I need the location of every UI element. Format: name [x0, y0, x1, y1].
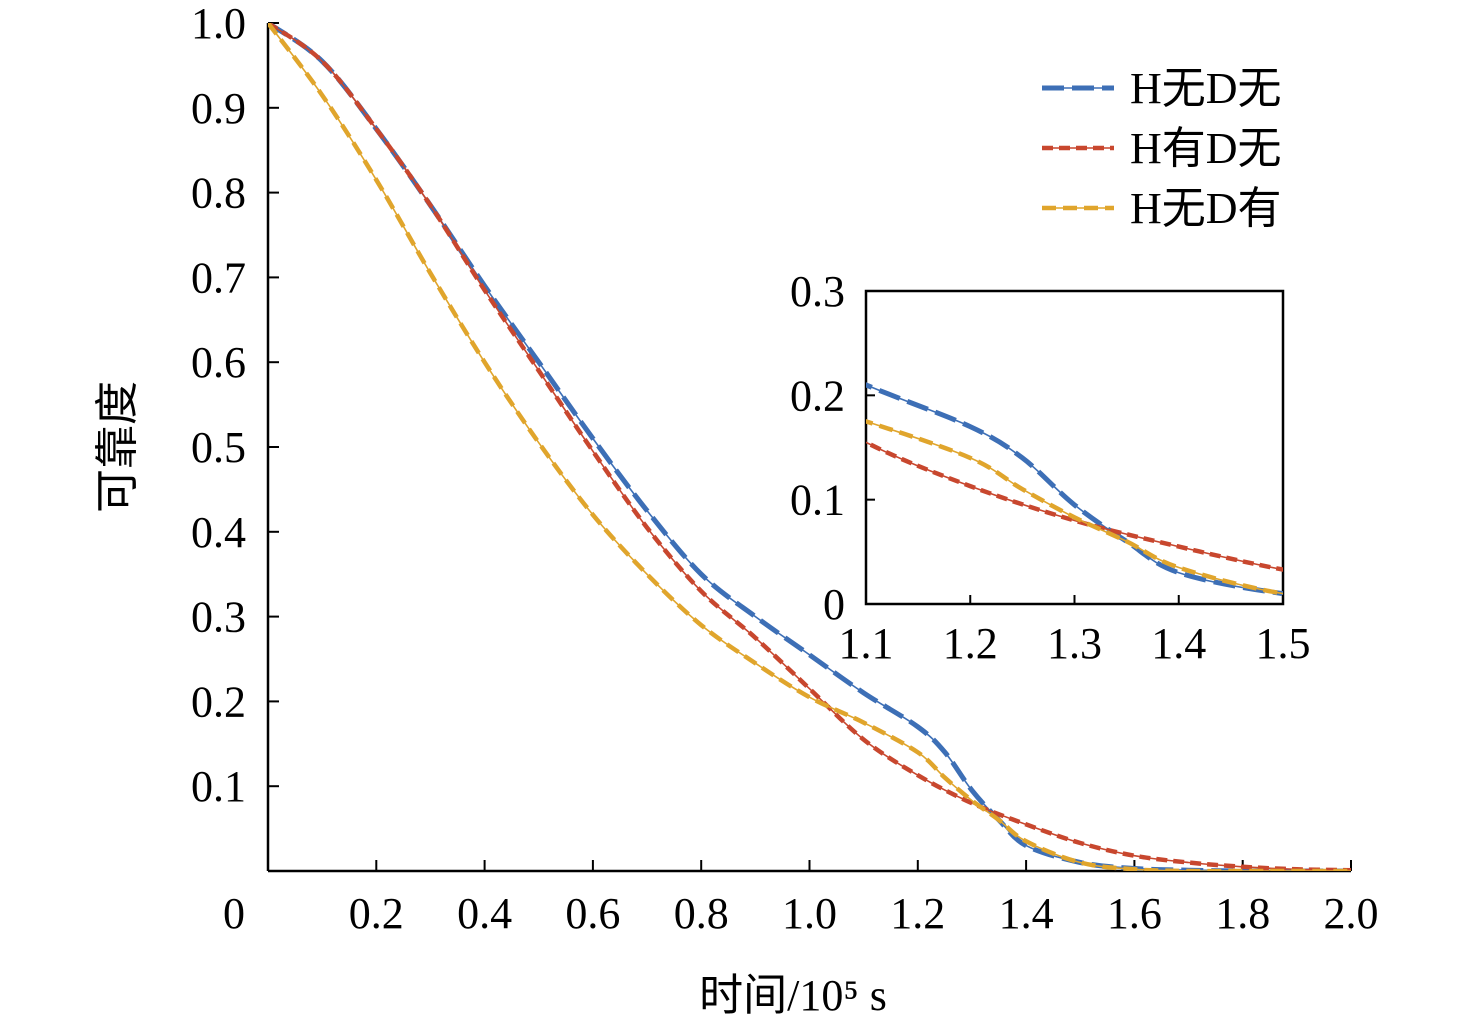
y-tick-label: 1.0 [191, 0, 246, 48]
inset-x-tick-label: 1.1 [839, 619, 894, 668]
inset-y-tick-label: 0.2 [790, 371, 845, 420]
main-series [268, 23, 1351, 871]
x-tick-label: 1.4 [999, 889, 1054, 938]
y-tick-label: 0.3 [191, 593, 246, 642]
y-tick-label: 0.8 [191, 169, 246, 218]
y-tick-label: 0.9 [191, 84, 246, 133]
x-tick-label: 0.2 [349, 889, 404, 938]
y-tick-label: 0.7 [191, 253, 246, 302]
x-axis-label: 时间/10⁵ s [699, 971, 887, 1020]
main-series-2-line [268, 23, 1351, 871]
inset-x-tick-label: 1.4 [1151, 619, 1206, 668]
inset-y-tick-label: 0.1 [790, 476, 845, 525]
inset-y-tick-label: 0.3 [790, 267, 845, 316]
inset-frame [864, 289, 1285, 606]
x-ticks: 0 0.2 0.4 0.6 0.8 1.0 1.2 1.4 1.6 1.8 2.0 [223, 860, 1379, 938]
inset-x-ticks: 1.1 1.2 1.3 1.4 1.5 [839, 595, 1311, 668]
legend-label: H无D无 [1130, 64, 1282, 113]
y-ticks: 0.1 0.2 0.3 0.4 0.5 0.6 0.7 0.8 0.9 1.0 [191, 0, 279, 811]
x-tick-label: 2.0 [1324, 889, 1379, 938]
legend-label: H有D无 [1130, 124, 1282, 173]
x-tick-label: 1.0 [782, 889, 837, 938]
y-tick-label: 0.5 [191, 423, 246, 472]
main-series-3-line [268, 23, 1351, 871]
inset-x-tick-label: 1.3 [1047, 619, 1102, 668]
x-tick-label: 0.8 [674, 889, 729, 938]
y-tick-label: 0.2 [191, 677, 246, 726]
inset-y-ticks: 0 0.1 0.2 0.3 [790, 267, 875, 629]
legend-label: H无D有 [1130, 184, 1282, 233]
legend: H无D无 H有D无 H无D有 [1042, 64, 1282, 233]
inset-x-tick-label: 1.5 [1256, 619, 1311, 668]
inset-y-tick-label: 0 [823, 580, 845, 629]
x-tick-label: 1.8 [1215, 889, 1270, 938]
x-tick-label: 0.6 [565, 889, 620, 938]
y-axis-label: 可靠度 [93, 381, 142, 513]
y-tick-label: 0.1 [191, 762, 246, 811]
x-tick-label: 1.6 [1107, 889, 1162, 938]
x-tick-label: 0 [223, 889, 245, 938]
inset-x-tick-label: 1.2 [943, 619, 998, 668]
y-tick-label: 0.6 [191, 338, 246, 387]
x-tick-label: 1.2 [890, 889, 945, 938]
y-tick-label: 0.4 [191, 508, 246, 557]
x-tick-label: 0.4 [457, 889, 512, 938]
